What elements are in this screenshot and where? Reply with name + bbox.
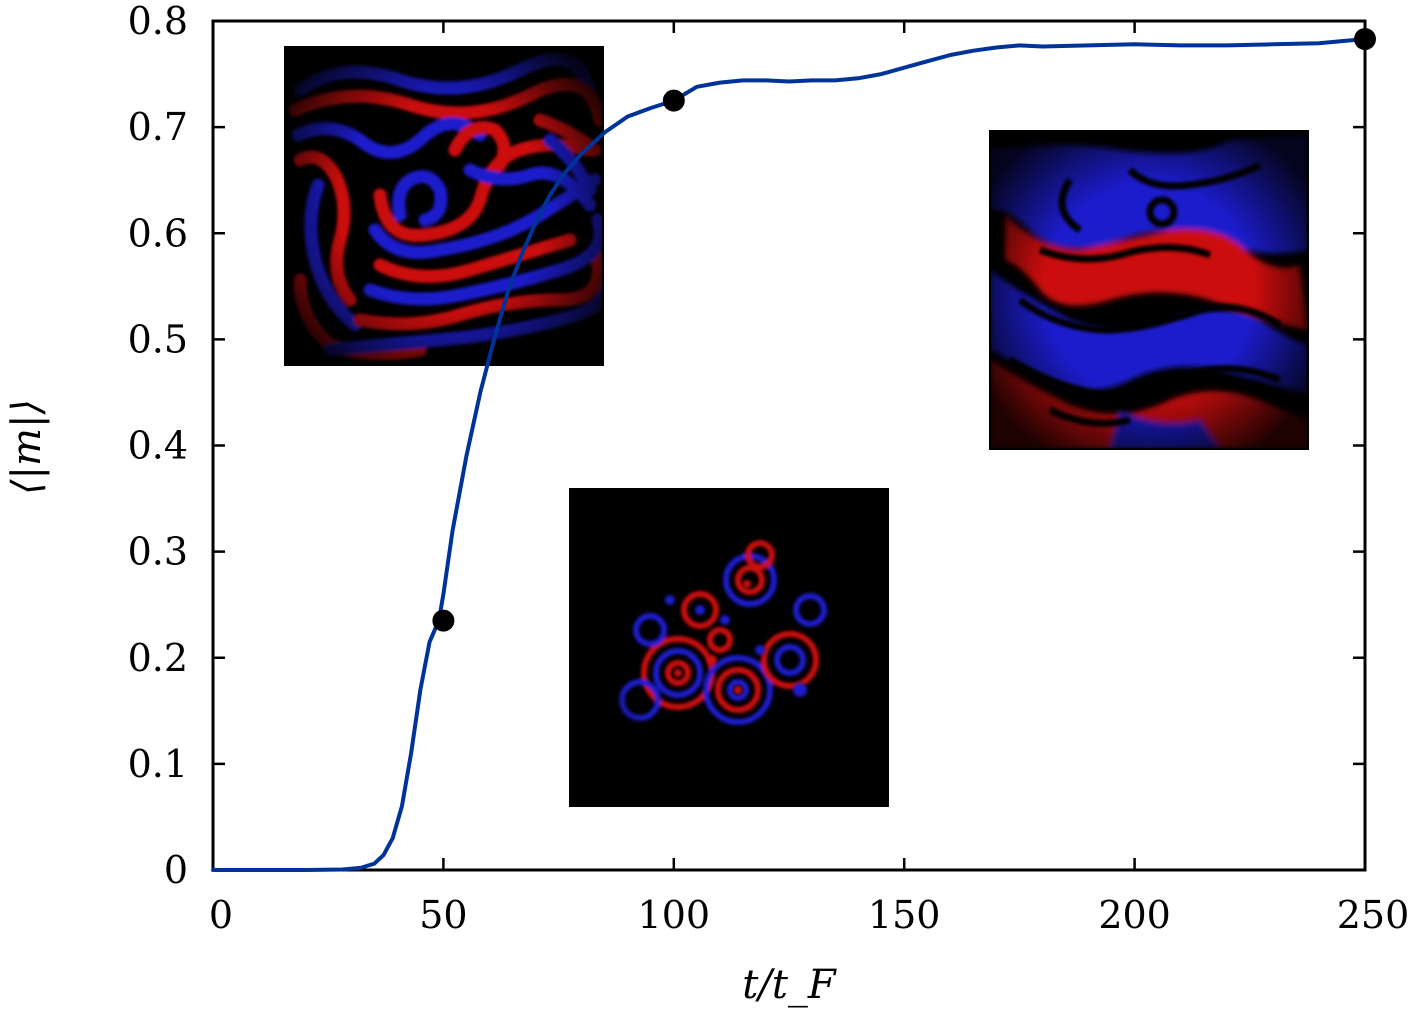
inset-late-frame: [989, 130, 1309, 450]
inset-mid-labyrinth: [285, 47, 603, 365]
data-marker: [432, 609, 455, 632]
y-tick-label: 0.7: [128, 105, 188, 149]
x-tick-label: 200: [1098, 893, 1171, 937]
y-tick-label: 0.3: [128, 530, 188, 574]
x-tick-label: 150: [868, 893, 941, 937]
data-marker: [662, 89, 685, 112]
y-tick-label: 0.8: [128, 0, 188, 43]
tick-labels: 0 50 100 150 200 250 0 0.1 0.2 0.3 0.4 0.5 0.6 0.7 0.8: [128, 0, 1408, 937]
y-tick-label: 0.6: [128, 211, 188, 255]
series-line: [211, 37, 1367, 872]
x-tick-label: 50: [419, 893, 467, 937]
x-tick-label: 100: [638, 893, 711, 937]
y-tick-label: 0.5: [128, 317, 188, 361]
inset-mid-frame: [284, 46, 604, 366]
y-axis-label: ⟨|m|⟩: [4, 399, 50, 495]
inset-early-rings: [570, 489, 888, 806]
inset-early-frame: [569, 488, 889, 807]
x-axis-label: t/t_F: [742, 962, 837, 1008]
x-tick-label: 250: [1337, 893, 1408, 937]
y-tick-label: 0.1: [128, 742, 188, 786]
data-markers: [432, 28, 1376, 632]
y-tick-label: 0: [164, 848, 188, 892]
inset-late-domains: [990, 131, 1308, 449]
x-tick-label: 0: [209, 893, 233, 937]
y-tick-label: 0.4: [128, 424, 188, 468]
y-tick-label: 0.2: [128, 636, 188, 680]
data-marker: [1354, 28, 1376, 51]
